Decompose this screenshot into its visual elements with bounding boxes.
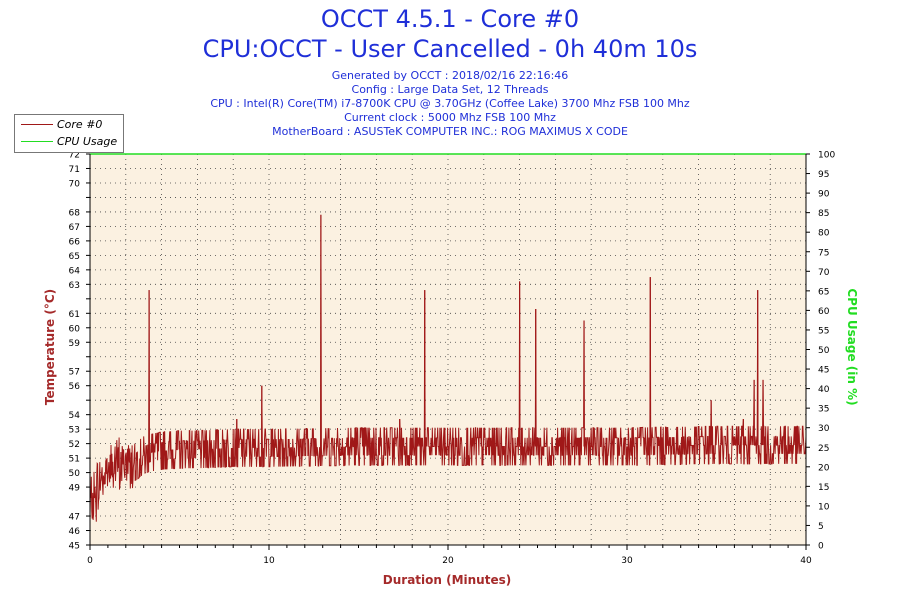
y2-tick-label: 10	[818, 502, 830, 512]
x-tick-label: 10	[263, 556, 275, 566]
y2-tick-label: 85	[818, 209, 829, 219]
y-tick-label: 46	[69, 527, 81, 537]
x-tick-label: 20	[442, 556, 454, 566]
y-tick-label: 57	[69, 368, 80, 378]
y-tick-label: 50	[69, 469, 81, 479]
y-tick-label: 45	[69, 542, 80, 552]
legend-swatch-core0	[21, 124, 53, 125]
y2-tick-label: 90	[818, 190, 830, 200]
y-tick-label: 52	[69, 440, 80, 450]
y-tick-label: 65	[69, 252, 80, 262]
y2-tick-label: 5	[818, 522, 824, 532]
y2-tick-label: 65	[818, 287, 829, 297]
y-tick-label: 56	[69, 382, 81, 392]
y2-tick-label: 100	[818, 151, 835, 161]
y2-tick-label: 20	[818, 463, 830, 473]
y2-tick-label: 50	[818, 346, 830, 356]
grid-lines	[90, 154, 806, 545]
y-tick-label: 47	[69, 513, 80, 523]
y-tick-label: 64	[69, 266, 81, 276]
y-tick-label: 71	[69, 165, 80, 175]
x-tick-label: 40	[800, 556, 812, 566]
y2-tick-label: 95	[818, 170, 829, 180]
x-tick-label: 30	[621, 556, 633, 566]
y2-tick-label: 70	[818, 268, 830, 278]
y-tick-label: 63	[69, 281, 80, 291]
y2-tick-label: 75	[818, 248, 829, 258]
info-config: Config : Large Data Set, 12 Threads	[351, 83, 549, 96]
temperature-series	[89, 214, 807, 522]
tick-labels: 4546474950515253545657596061636465666768…	[69, 151, 836, 567]
y2-tick-label: 55	[818, 326, 829, 336]
y-tick-label: 59	[69, 339, 81, 349]
y-axis-title: Temperature (°C)	[43, 289, 57, 405]
y-tick-label: 60	[69, 324, 81, 334]
y-tick-label: 66	[69, 237, 81, 247]
y2-tick-label: 35	[818, 405, 829, 415]
y2-tick-label: 60	[818, 307, 830, 317]
x-axis-title: Duration (Minutes)	[383, 573, 511, 587]
info-clock: Current clock : 5000 Mhz FSB 100 Mhz	[344, 111, 556, 124]
y2-tick-label: 15	[818, 483, 829, 493]
y-tick-label: 49	[69, 484, 81, 494]
info-cpu: CPU : Intel(R) Core(TM) i7-8700K CPU @ 3…	[210, 97, 690, 110]
info-motherboard: MotherBoard : ASUSTeK COMPUTER INC.: ROG…	[272, 125, 628, 138]
y-tick-label: 53	[69, 426, 80, 436]
chart-subtitle: CPU:OCCT - User Cancelled - 0h 40m 10s	[202, 35, 698, 63]
chart-title: OCCT 4.5.1 - Core #0	[320, 5, 580, 33]
y-tick-label: 68	[69, 208, 81, 218]
y-tick-label: 54	[69, 411, 81, 421]
legend: Core #0 CPU Usage	[14, 114, 124, 153]
y2-tick-label: 30	[818, 424, 830, 434]
y2-tick-label: 40	[818, 385, 830, 395]
x-tick-label: 0	[87, 556, 93, 566]
y-tick-label: 61	[69, 310, 80, 320]
info-generated: Generated by OCCT : 2018/02/16 22:16:46	[331, 69, 569, 82]
y-tick-label: 67	[69, 223, 80, 233]
y2-tick-label: 0	[818, 542, 824, 552]
y2-tick-label: 45	[818, 366, 829, 376]
legend-swatch-cpu-usage	[21, 141, 53, 142]
y-tick-label: 51	[69, 455, 80, 465]
temperature-line	[89, 214, 807, 522]
y2-tick-label: 80	[818, 229, 830, 239]
y2-axis-title: CPU Usage (in %)	[845, 288, 859, 405]
y2-tick-label: 25	[818, 444, 829, 454]
axes	[86, 153, 810, 550]
y-tick-label: 72	[69, 151, 80, 161]
legend-label-core0: Core #0	[57, 118, 103, 131]
y-tick-label: 70	[69, 179, 81, 189]
legend-label-cpu-usage: CPU Usage	[57, 135, 118, 148]
